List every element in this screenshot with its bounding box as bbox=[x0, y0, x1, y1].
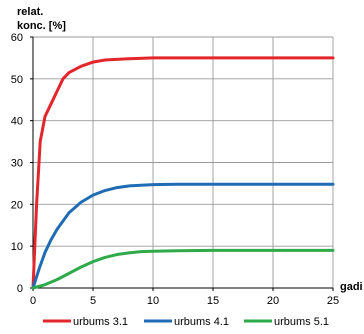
y-tick-label: 20 bbox=[11, 199, 23, 211]
series-line-3 bbox=[31, 248, 335, 290]
series-line-2 bbox=[31, 182, 335, 290]
y-axis-label-line-1: relat. bbox=[17, 6, 43, 18]
legend: urbums 3.1 urbums 4.1 urbums 5.1 bbox=[43, 316, 329, 328]
y-tick-label: 10 bbox=[11, 241, 23, 253]
legend-label-2: urbums 4.1 bbox=[174, 316, 229, 328]
y-tick-label: 30 bbox=[11, 158, 23, 170]
legend-label-3: urbums 5.1 bbox=[274, 316, 329, 328]
x-tick-label: 15 bbox=[207, 295, 219, 307]
grid bbox=[33, 36, 334, 288]
x-tick-label: 25 bbox=[327, 295, 339, 307]
series-lines bbox=[31, 56, 335, 290]
y-tick-label: 60 bbox=[11, 32, 23, 44]
x-axis-label: gadi bbox=[340, 281, 363, 293]
series-line-1 bbox=[31, 56, 335, 290]
x-tick-label: 20 bbox=[267, 295, 279, 307]
x-tick-label: 0 bbox=[30, 295, 36, 307]
x-tick-label: 5 bbox=[90, 295, 96, 307]
y-tick-label: 0 bbox=[17, 283, 23, 295]
y-tick-label: 40 bbox=[11, 116, 23, 128]
y-tick-label: 50 bbox=[11, 74, 23, 86]
tick-labels: 0 10 20 30 40 50 60 0 5 10 15 20 25 bbox=[11, 32, 339, 307]
legend-label-1: urbums 3.1 bbox=[73, 316, 128, 328]
x-tick-label: 10 bbox=[147, 295, 159, 307]
y-axis-label-line-2: konc. [%] bbox=[17, 20, 66, 32]
